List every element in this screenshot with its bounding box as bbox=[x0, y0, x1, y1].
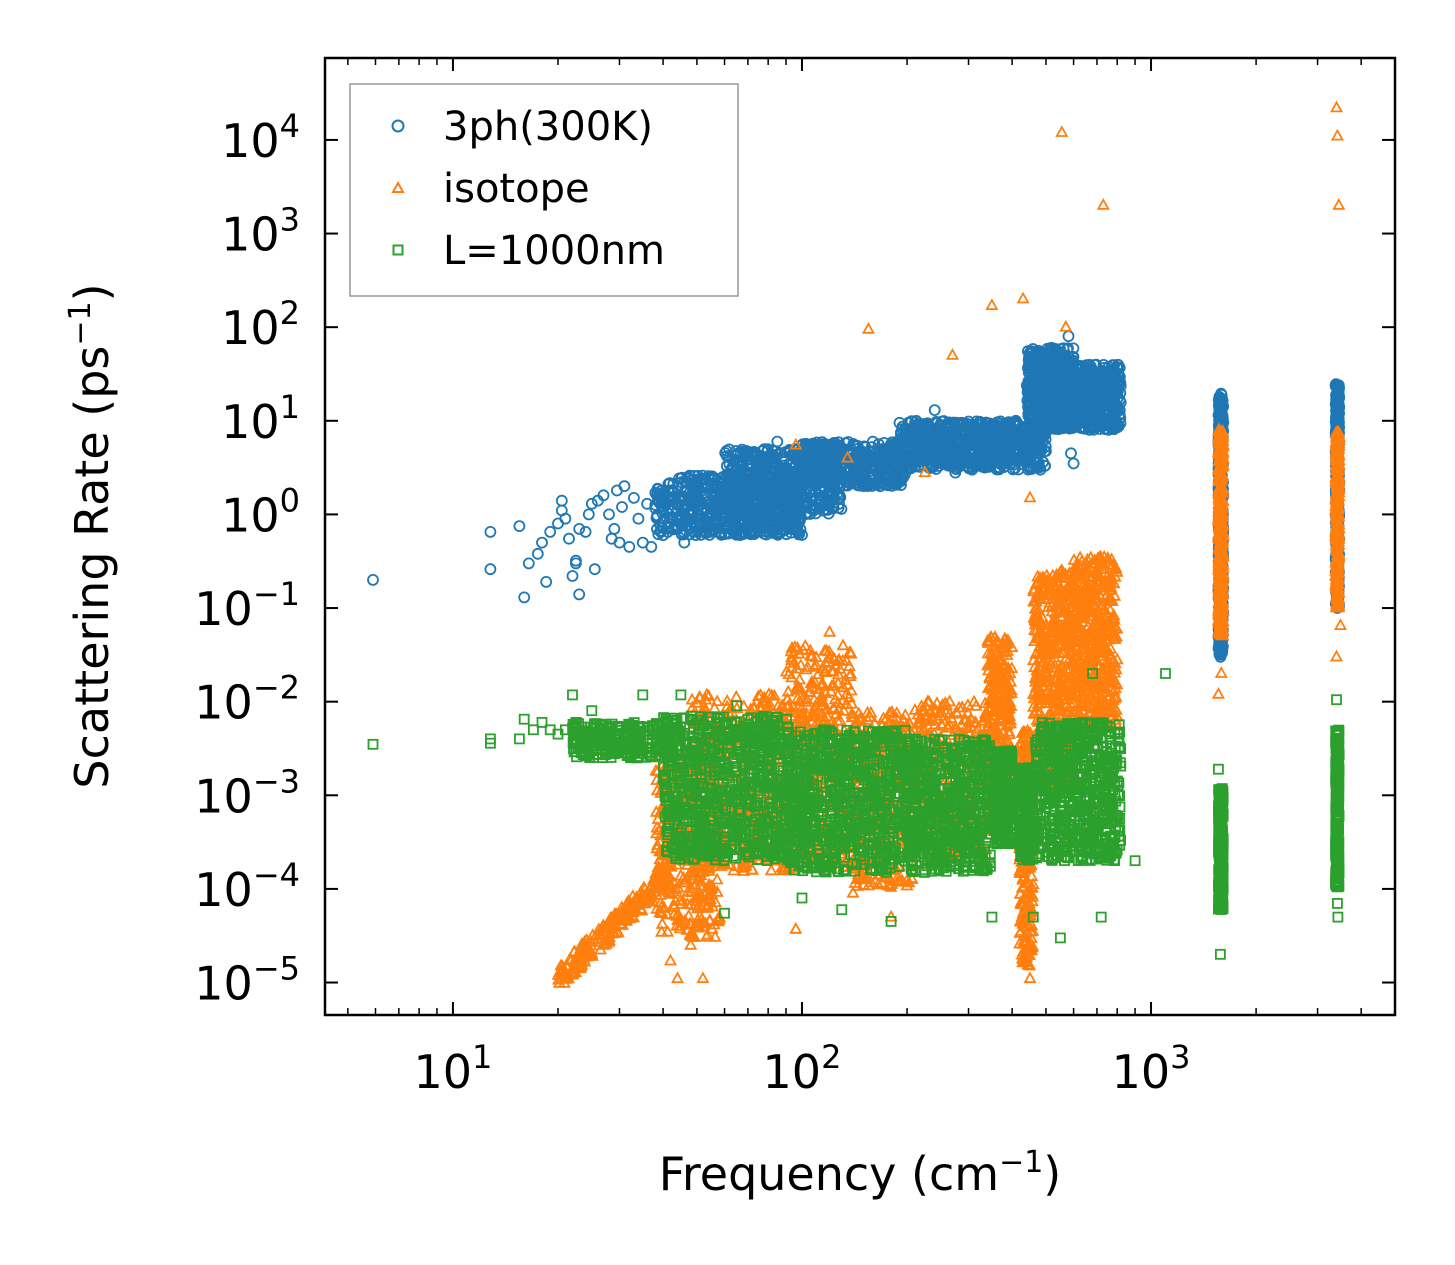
3ph-300k-point bbox=[889, 477, 902, 490]
3ph-300k-point bbox=[876, 448, 889, 461]
3ph-300k-point bbox=[700, 515, 713, 527]
3ph-300k-point bbox=[887, 464, 900, 477]
3ph-300k-point bbox=[732, 447, 744, 460]
3ph-300k-point bbox=[773, 471, 786, 484]
3ph-300k-point bbox=[810, 446, 823, 458]
3ph-300k-point bbox=[719, 527, 731, 540]
3ph-300k-point bbox=[784, 477, 796, 490]
3ph-300k-point bbox=[804, 486, 817, 498]
3ph-300k-point bbox=[719, 447, 732, 459]
3ph-300k-point bbox=[748, 482, 761, 494]
data-layer bbox=[367, 100, 1348, 988]
3ph-300k-point bbox=[738, 527, 751, 539]
3ph-300k-point bbox=[869, 477, 882, 490]
3ph-300k-point bbox=[726, 470, 739, 483]
3ph-300k-point bbox=[775, 463, 788, 475]
3ph-300k-point bbox=[655, 499, 668, 512]
3ph-300k-point bbox=[804, 502, 817, 515]
3ph-300k-point bbox=[865, 445, 877, 458]
3ph-300k-point bbox=[685, 509, 697, 522]
3ph-300k-point bbox=[678, 486, 691, 499]
3ph-300k-point bbox=[670, 495, 683, 508]
3ph-300k-point bbox=[878, 445, 891, 457]
3ph-300k-point bbox=[700, 481, 713, 494]
3ph-300k-point bbox=[857, 479, 869, 492]
3ph-300k-point bbox=[771, 502, 784, 514]
3ph-300k-point bbox=[828, 465, 841, 478]
3ph-300k-point bbox=[728, 486, 741, 499]
3ph-300k-point bbox=[863, 477, 876, 490]
3ph-300k-point bbox=[831, 467, 843, 480]
3ph-300k-point bbox=[748, 475, 761, 488]
3ph-300k-point bbox=[754, 500, 767, 513]
3ph-300k-point bbox=[749, 473, 762, 486]
3ph-300k-point bbox=[760, 468, 772, 481]
3ph-300k-point bbox=[785, 526, 797, 539]
3ph-300k-point bbox=[818, 457, 830, 470]
3ph-300k-point bbox=[728, 481, 741, 494]
3ph-300k-point bbox=[681, 471, 694, 484]
series-3ph-300k bbox=[367, 330, 1346, 663]
3ph-300k-point bbox=[867, 453, 880, 466]
3ph-300k-point bbox=[719, 495, 732, 507]
3ph-300k-point bbox=[771, 481, 783, 494]
3ph-300k-point bbox=[882, 455, 894, 468]
3ph-300k-point bbox=[743, 452, 755, 465]
3ph-300k-point bbox=[734, 468, 747, 481]
3ph-300k-point bbox=[834, 443, 847, 456]
3ph-300k-point bbox=[829, 461, 842, 474]
3ph-300k-point bbox=[708, 524, 721, 537]
3ph-300k-point bbox=[683, 469, 696, 482]
3ph-300k-point bbox=[756, 445, 769, 457]
3ph-300k-point bbox=[832, 501, 845, 514]
3ph-300k-point bbox=[665, 504, 678, 517]
3ph-300k-point bbox=[728, 454, 741, 467]
3ph-300k-point bbox=[864, 459, 877, 472]
3ph-300k-point bbox=[658, 512, 671, 525]
3ph-300k-point bbox=[820, 503, 832, 516]
3ph-300k-point bbox=[792, 528, 805, 541]
3ph-300k-point bbox=[858, 465, 870, 478]
3ph-300k-point bbox=[665, 484, 678, 497]
3ph-300k-point bbox=[675, 472, 688, 485]
3ph-300k-point bbox=[796, 455, 809, 468]
3ph-300k-point bbox=[886, 477, 898, 490]
3ph-300k-point bbox=[689, 480, 701, 493]
3ph-300k-point bbox=[789, 506, 802, 519]
3ph-300k-point bbox=[745, 505, 757, 518]
3ph-300k-point bbox=[683, 528, 696, 541]
3ph-300k-point bbox=[760, 528, 773, 541]
3ph-300k-point bbox=[842, 465, 854, 478]
3ph-300k-point bbox=[855, 471, 868, 484]
3ph-300k-point bbox=[747, 527, 760, 540]
3ph-300k-point bbox=[786, 488, 799, 501]
3ph-300k-point bbox=[692, 483, 705, 496]
3ph-300k-point bbox=[783, 445, 796, 458]
3ph-300k-point bbox=[691, 488, 704, 501]
3ph-300k-point bbox=[751, 460, 763, 473]
